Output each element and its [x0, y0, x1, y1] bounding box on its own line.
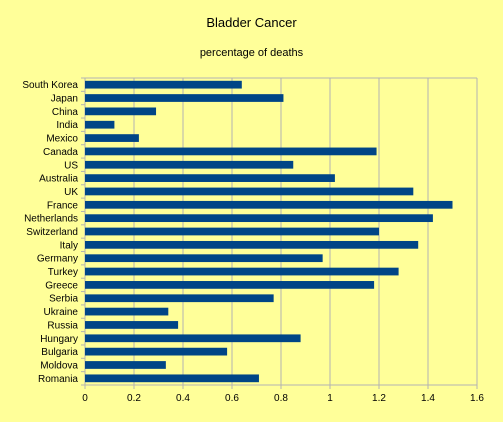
category-label: Russia: [47, 320, 78, 331]
bar: [85, 240, 419, 249]
bar: [85, 160, 294, 169]
bar: [85, 147, 377, 156]
bar: [85, 214, 433, 223]
category-label: Netherlands: [24, 214, 78, 225]
category-label: Canada: [43, 147, 78, 158]
bar: [85, 80, 242, 89]
category-label: South Korea: [22, 80, 78, 91]
bar: [85, 281, 375, 289]
category-label: Moldova: [40, 360, 78, 371]
category-label: Australia: [39, 174, 78, 185]
x-tick-label: 0: [82, 393, 88, 404]
x-tick-label: 0.6: [225, 393, 239, 404]
category-label: Italy: [60, 240, 78, 251]
bar: [85, 227, 379, 236]
bar: [85, 107, 157, 116]
category-label: Romania: [38, 374, 78, 385]
bar: [85, 94, 284, 102]
category-label: Bulgaria: [41, 347, 78, 358]
category-label: UK: [64, 187, 78, 198]
category-label: US: [64, 160, 78, 171]
x-tick-label: 0.4: [176, 393, 190, 404]
bar: [85, 374, 259, 383]
chart-subtitle: percentage of deaths: [200, 47, 304, 59]
bar: [85, 294, 274, 303]
x-tick-label: 1.2: [372, 393, 386, 404]
category-label: India: [56, 120, 78, 131]
category-label: Germany: [37, 254, 78, 265]
category-label: Switzerland: [26, 227, 78, 238]
plot-area: South Korea Japan China India Mexico Canada US…: [22, 77, 484, 404]
x-tick-label: 1: [327, 393, 333, 404]
x-tick-label: 0.2: [127, 393, 141, 404]
bar: [85, 267, 399, 276]
bar: [85, 134, 139, 142]
category-label: Mexico: [46, 134, 78, 145]
bar: [85, 307, 169, 316]
chart-title: Bladder Cancer: [206, 15, 297, 30]
category-label: France: [47, 200, 79, 211]
x-tick-label: 1.4: [421, 393, 435, 404]
category-label: Greece: [45, 280, 78, 291]
bar: [85, 321, 179, 329]
bar: [85, 334, 301, 343]
bar: [85, 200, 453, 209]
category-label: Hungary: [40, 334, 78, 345]
bar: [85, 187, 414, 196]
x-tick-label: 0.8: [274, 393, 288, 404]
category-label: Ukraine: [44, 307, 79, 318]
bar: [85, 361, 166, 369]
bar: [85, 254, 323, 263]
bar: [85, 174, 335, 182]
category-label: Serbia: [49, 294, 78, 305]
category-label: China: [52, 107, 79, 118]
x-tick-label: 1.6: [470, 393, 484, 404]
bar: [85, 347, 228, 356]
category-label: Turkey: [48, 267, 78, 278]
category-label: Japan: [51, 94, 78, 105]
bar: [85, 120, 115, 129]
